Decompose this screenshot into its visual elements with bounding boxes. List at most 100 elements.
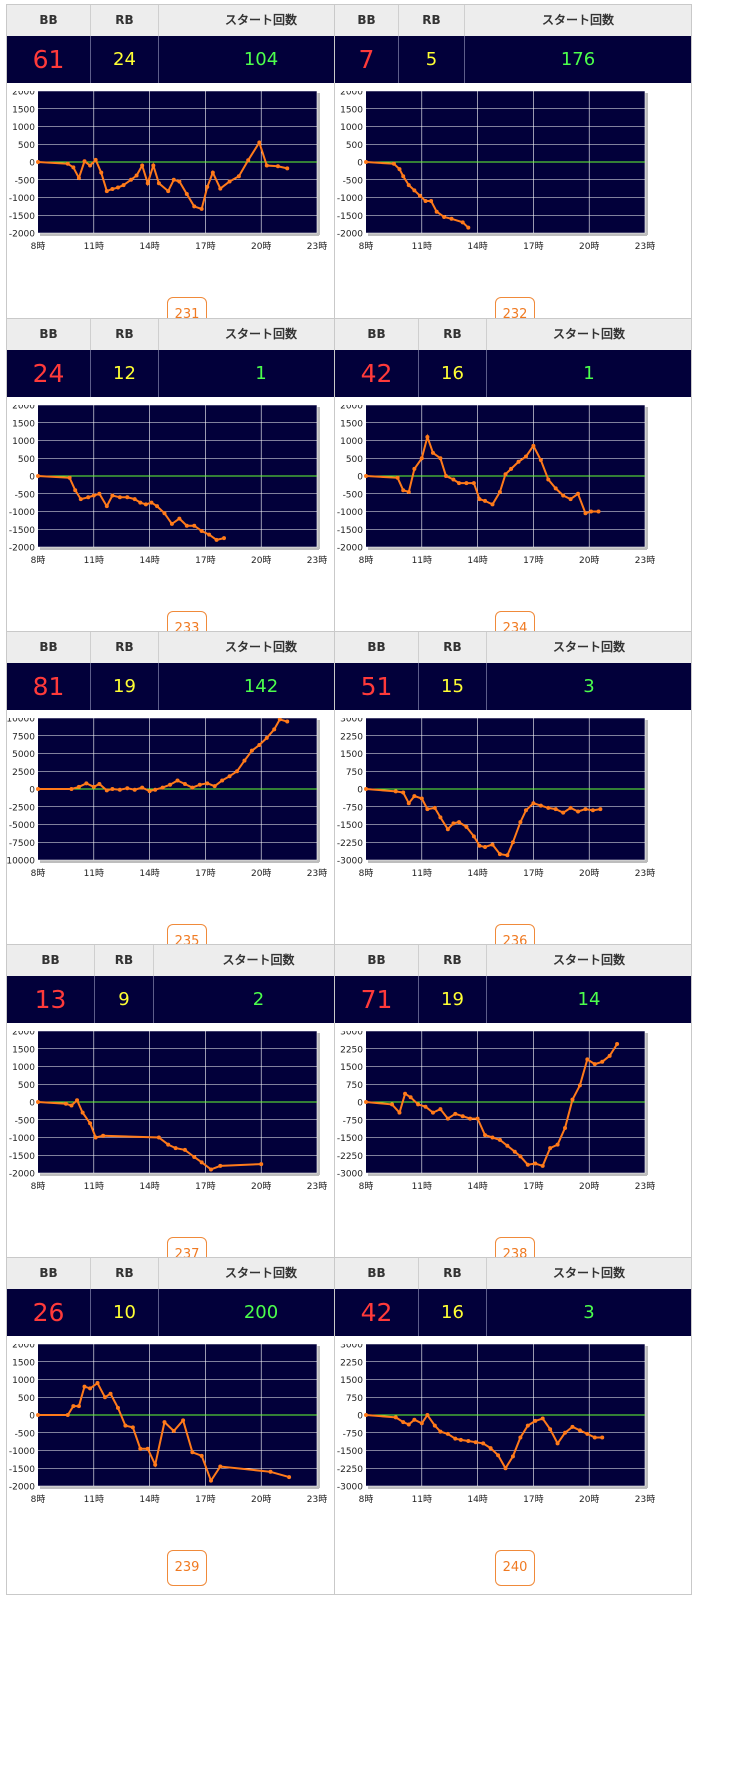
data-point xyxy=(503,1466,508,1471)
data-point xyxy=(182,1147,187,1152)
x-tick-label: 11時 xyxy=(412,555,432,566)
data-point xyxy=(570,1097,575,1102)
stats-value-row: 24 12 1 xyxy=(7,350,363,397)
y-tick-label: -1500 xyxy=(9,212,35,222)
machine-number-button[interactable]: 239 xyxy=(167,1550,207,1586)
data-point xyxy=(84,781,89,786)
data-point xyxy=(222,536,226,541)
plot-shadow xyxy=(645,1033,648,1175)
data-point xyxy=(160,785,165,790)
y-tick-label: -10000 xyxy=(7,857,35,867)
y-tick-label: 1500 xyxy=(340,750,363,760)
data-point xyxy=(408,1095,413,1100)
data-point xyxy=(563,1126,568,1131)
y-tick-label: 1000 xyxy=(12,1376,35,1386)
x-tick-label: 14時 xyxy=(467,241,487,252)
y-tick-label: -2250 xyxy=(337,1152,363,1162)
data-point xyxy=(497,852,502,857)
data-point xyxy=(510,1454,515,1459)
data-point xyxy=(466,225,471,230)
data-point xyxy=(401,174,406,179)
data-point xyxy=(425,807,430,812)
data-point xyxy=(169,521,174,526)
data-point xyxy=(102,1395,107,1400)
rb-header: RB xyxy=(419,945,487,976)
data-point xyxy=(510,840,515,845)
data-point xyxy=(397,167,402,172)
data-point xyxy=(523,808,528,813)
data-point xyxy=(563,1430,568,1435)
start-count: 1 xyxy=(583,363,595,384)
y-tick-label: -750 xyxy=(343,1429,364,1439)
plot-shadow xyxy=(40,860,319,863)
y-tick-label: 500 xyxy=(346,455,363,465)
y-tick-label: 10000 xyxy=(7,718,35,725)
y-tick-label: -1500 xyxy=(9,1152,35,1162)
data-point xyxy=(199,1160,204,1165)
x-tick-label: 20時 xyxy=(251,868,271,879)
data-point xyxy=(259,1162,264,1167)
y-tick-label: 0 xyxy=(29,159,35,169)
bb-count: 26 xyxy=(7,1289,91,1336)
rb-count: 9 xyxy=(95,976,154,1023)
data-point xyxy=(438,1107,443,1112)
y-tick-label: -1000 xyxy=(9,194,35,204)
data-point xyxy=(473,1440,478,1445)
x-tick-label: 8時 xyxy=(359,1494,374,1505)
data-point xyxy=(264,163,269,168)
stats-header-row: BB RB スタート回数 xyxy=(335,319,691,350)
data-point xyxy=(212,784,217,789)
data-point xyxy=(275,164,280,169)
stats-value-row: 61 24 104 xyxy=(7,36,363,83)
data-point xyxy=(468,1116,473,1121)
data-point xyxy=(220,778,225,783)
y-tick-label: 750 xyxy=(346,768,363,778)
y-tick-label: 2000 xyxy=(12,91,35,98)
bb-header: BB xyxy=(7,632,91,663)
data-point xyxy=(598,807,603,812)
y-tick-label: 2250 xyxy=(340,1045,363,1055)
y-tick-label: -500 xyxy=(15,490,36,500)
data-point xyxy=(540,1163,545,1168)
y-tick-label: 500 xyxy=(346,141,363,151)
data-point xyxy=(483,844,488,849)
start-count: 14 xyxy=(577,989,601,1010)
data-point xyxy=(516,459,521,464)
data-point xyxy=(227,179,232,184)
y-tick-label: -2000 xyxy=(337,544,363,554)
data-point xyxy=(548,1427,553,1432)
y-tick-label: 1500 xyxy=(340,419,363,429)
data-point xyxy=(208,1167,213,1172)
y-tick-label: 750 xyxy=(346,1081,363,1091)
machine-number-button[interactable]: 240 xyxy=(495,1550,535,1586)
data-point xyxy=(36,787,40,791)
data-point xyxy=(401,790,406,795)
data-point xyxy=(490,502,495,507)
data-point xyxy=(95,1381,100,1386)
data-point xyxy=(466,1439,471,1444)
x-tick-label: 17時 xyxy=(523,1181,543,1192)
data-point xyxy=(445,1116,450,1121)
data-point xyxy=(140,163,145,168)
data-point xyxy=(475,1116,480,1121)
y-tick-label: -500 xyxy=(343,490,364,500)
y-tick-label: 0 xyxy=(357,786,363,796)
data-point xyxy=(432,1423,437,1428)
y-tick-label: -2250 xyxy=(337,839,363,849)
data-point xyxy=(505,1143,510,1148)
data-point xyxy=(117,495,122,500)
data-point xyxy=(430,1110,435,1115)
y-tick-label: 0 xyxy=(29,1412,35,1422)
data-point xyxy=(285,166,290,171)
rb-count: 16 xyxy=(419,1289,487,1336)
data-point xyxy=(364,160,368,164)
data-point xyxy=(419,456,424,461)
data-point xyxy=(218,186,223,191)
y-tick-label: -1500 xyxy=(337,1447,363,1457)
stats-header-row: BB RB スタート回数 xyxy=(7,632,363,663)
y-tick-label: -500 xyxy=(15,176,36,186)
x-tick-label: 23時 xyxy=(635,241,655,252)
data-point xyxy=(218,1464,223,1469)
